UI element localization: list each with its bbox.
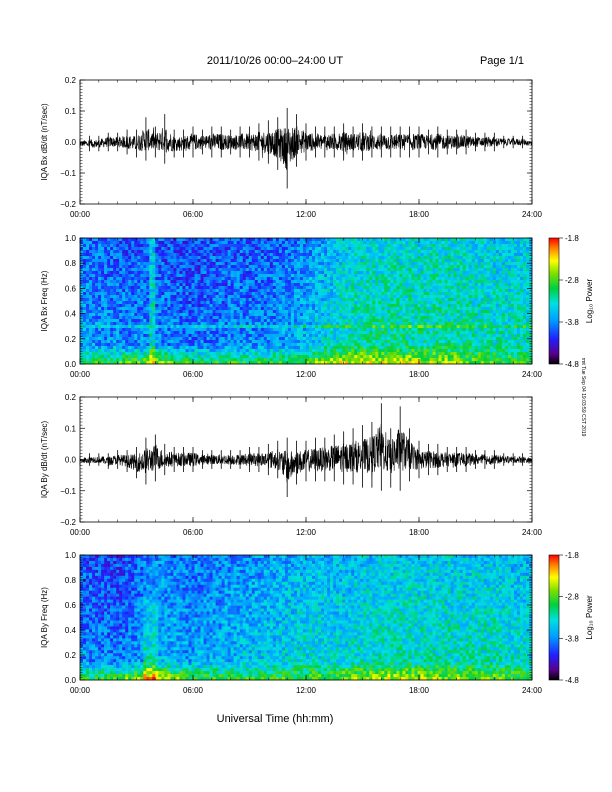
- colorbar-tick-label: -2.8: [565, 593, 579, 602]
- side-timestamp-note: rmt Tue Sep 04 19:03:59 CST 2019: [580, 358, 586, 437]
- x-tick-label: 18:00: [409, 528, 430, 537]
- x-tick-label: 00:00: [70, 528, 91, 537]
- y-tick-label: 0.8: [65, 576, 77, 585]
- panel-by-spectrogram: 1.0 0.8 0.6 0.4 0.2 0.000:00 06:00 12:00 18:00 24…: [40, 551, 543, 695]
- x-tick-label: 06:00: [183, 686, 204, 695]
- y-tick-label: 0.6: [65, 284, 77, 293]
- x-tick-label: 00:00: [70, 210, 91, 219]
- x-tick-label: 06:00: [183, 528, 204, 537]
- y-tick-label: 0.4: [65, 310, 77, 319]
- colorbar-tick-label: -4.8: [565, 676, 579, 685]
- y-tick-label: 0.2: [65, 651, 77, 660]
- y-tick-label: −0.2: [60, 200, 76, 209]
- colorbar-tick-label: -2.8: [565, 276, 579, 285]
- y-tick-label: 1.0: [65, 234, 77, 243]
- y-tick-label: 0.0: [65, 360, 77, 369]
- figure-title: 2011/10/26 00:00–24:00 UT: [207, 55, 343, 67]
- colorbar-tick-label: -1.8: [565, 234, 579, 243]
- x-tick-label: 06:00: [183, 370, 204, 379]
- y-tick-label: 1.0: [65, 551, 77, 560]
- x-tick-label: 24:00: [522, 210, 543, 219]
- x-tick-label: 00:00: [70, 370, 91, 379]
- colorbar-label: Log₁₀ Power: [585, 279, 594, 324]
- y-tick-label: 0.2: [65, 76, 77, 85]
- colorbar-tick-label: -4.8: [565, 360, 579, 369]
- colorbar-label: Log₁₀ Power: [585, 595, 594, 640]
- y-axis-label: IQA By Freq (Hz): [40, 587, 49, 648]
- colorbar-tick-label: -1.8: [565, 551, 579, 560]
- colorbar-tick-label: -3.8: [565, 318, 579, 327]
- y-tick-label: −0.1: [60, 169, 76, 178]
- colorbar-by: -1.8 -2.8 -3.8 -4.8 Log₁₀ Power: [548, 551, 594, 685]
- x-tick-label: 18:00: [409, 370, 430, 379]
- x-tick-label: 24:00: [522, 528, 543, 537]
- y-tick-label: 0.1: [65, 424, 77, 433]
- y-tick-label: −0.1: [60, 487, 76, 496]
- x-tick-label: 00:00: [70, 686, 91, 695]
- x-tick-label: 12:00: [296, 686, 317, 695]
- colorbar-scale: [548, 554, 560, 681]
- panel-bx-waveform: 0.2 0.1 0.0 −0.1 −0.200:00 06:00 12:00 18:00 24:…: [40, 76, 543, 219]
- y-tick-label: −0.2: [60, 518, 76, 527]
- x-tick-label: 12:00: [296, 370, 317, 379]
- x-tick-label: 12:00: [296, 528, 317, 537]
- y-tick-label: 0.4: [65, 626, 77, 635]
- y-axis-label: IQA By dB/dt (nT/sec): [40, 420, 49, 498]
- y-tick-label: 0.0: [65, 456, 77, 465]
- colorbar-scale: [548, 237, 560, 365]
- x-tick-label: 18:00: [409, 210, 430, 219]
- y-axis-label: IQA Bx Freq (Hz): [40, 270, 49, 331]
- panel-by-waveform: 0.2 0.1 0.0 −0.1 −0.200:00 06:00 12:00 18:00 24:…: [40, 393, 543, 537]
- spectrogram-cells: [80, 555, 533, 681]
- page-indicator: Page 1/1: [480, 55, 524, 67]
- colorbar-bx: -1.8 -2.8 -3.8 -4.8 Log₁₀ Power: [548, 234, 594, 369]
- y-tick-label: 0.1: [65, 107, 77, 116]
- x-tick-label: 06:00: [183, 210, 204, 219]
- y-tick-label: 0.8: [65, 259, 77, 268]
- x-axis-label: Universal Time (hh:mm): [217, 713, 334, 725]
- x-tick-label: 24:00: [522, 370, 543, 379]
- colorbar-tick-label: -3.8: [565, 634, 579, 643]
- y-tick-label: 0.2: [65, 393, 77, 402]
- x-tick-label: 12:00: [296, 210, 317, 219]
- panel-bx-spectrogram: 1.0 0.8 0.6 0.4 0.2 0.000:00 06:00 12:00 18:00 24…: [40, 234, 543, 379]
- y-tick-label: 0.0: [65, 676, 77, 685]
- y-tick-label: 0.2: [65, 335, 77, 344]
- y-tick-label: 0.6: [65, 601, 77, 610]
- y-tick-label: 0.0: [65, 138, 77, 147]
- spectrogram-cells: [80, 238, 533, 365]
- y-axis-label: IQA Bx dB/dt (nT/sec): [40, 103, 49, 181]
- x-tick-label: 18:00: [409, 686, 430, 695]
- x-tick-label: 24:00: [522, 686, 543, 695]
